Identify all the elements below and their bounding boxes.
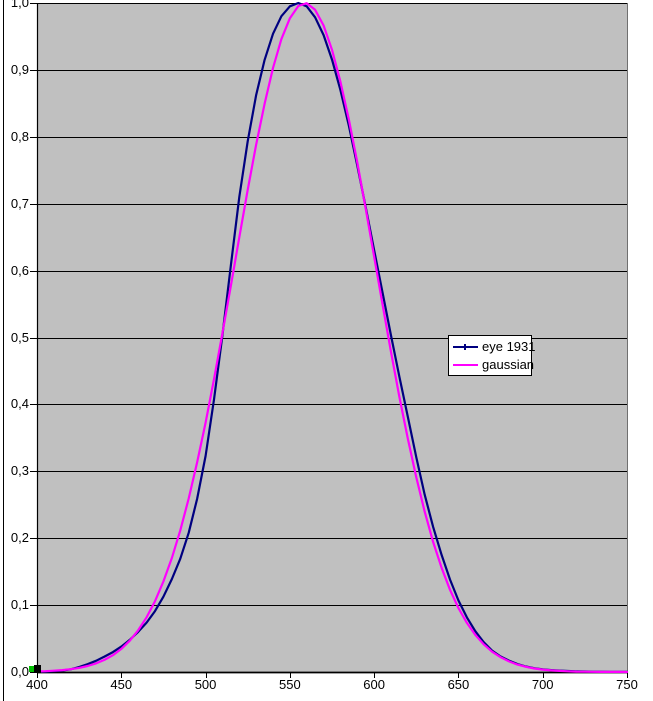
y-tick-label: 0,2 [10,530,29,546]
x-tick-label: 500 [194,677,217,692]
legend[interactable]: eye 1931 gaussian [448,335,536,376]
y-tick-label: 0,1 [10,597,29,613]
y-tick-label: 1,0 [10,0,29,10]
x-tick-label: 450 [110,677,133,692]
y-tick-label: 0,5 [10,329,29,345]
y-tick-label: 0,7 [10,195,29,211]
y-tick-label: 0,0 [10,664,29,679]
series-curve-gaussian[interactable] [35,2,629,674]
y-tick-label: 0,8 [10,128,29,144]
legend-line-sample-eye-1931 [453,343,478,350]
y-tick-label: 0,4 [10,396,29,412]
plot-background [37,3,627,672]
legend-line-sample-gaussian [453,363,478,366]
x-tick-label: 700 [531,677,554,692]
y-tick-label: 0,6 [10,262,29,278]
y-tick-label: 0,3 [10,463,29,479]
legend-label-gaussian: gaussian [482,357,535,372]
x-tick-label: 400 [26,677,48,692]
x-tick-label: 600 [363,677,385,692]
x-tick-label: 650 [447,677,470,692]
y-tick-label: 0,9 [10,61,29,77]
legend-item-eye-1931[interactable]: eye 1931 [449,339,536,354]
x-tick-label: 750 [616,677,638,692]
legend-item-gaussian[interactable]: gaussian [449,357,535,372]
origin-marker[interactable] [34,665,41,673]
x-tick-label: 550 [278,677,301,692]
origin-marker-green [29,666,35,672]
legend-label-eye-1931: eye 1931 [482,339,536,354]
